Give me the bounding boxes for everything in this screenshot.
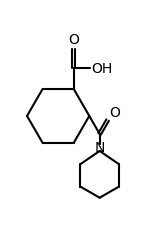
Text: O: O (109, 105, 120, 119)
Text: OH: OH (91, 62, 112, 76)
Text: N: N (95, 141, 105, 155)
Text: O: O (68, 33, 79, 47)
